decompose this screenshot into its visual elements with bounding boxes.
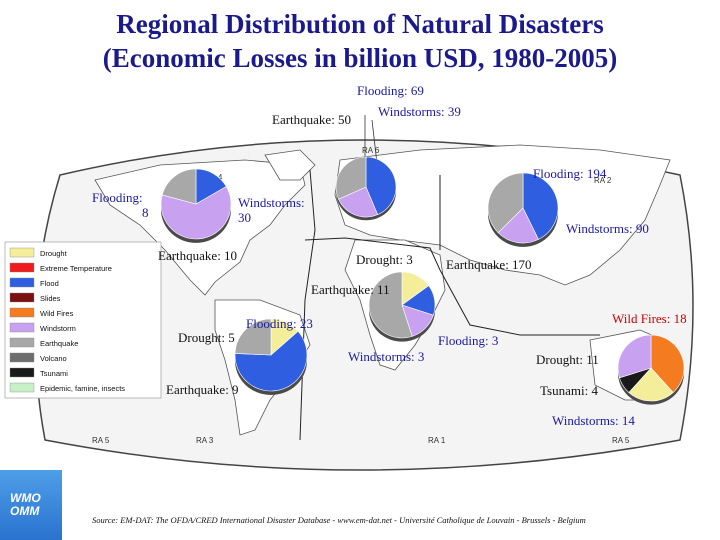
region-label-ra5-east: RA 5 — [612, 436, 630, 445]
region-label-ra2: RA 2 — [594, 176, 612, 185]
pie-slice-earthquake — [335, 156, 367, 200]
pie-slice-windstorm — [160, 186, 232, 240]
legend-label: Flood — [40, 279, 59, 288]
label-pacific-windstorms: Windstorms: 14 — [552, 413, 635, 428]
legend-swatch — [9, 322, 35, 333]
label-africa-drought: Drought: 3 — [356, 252, 413, 267]
source-note: Source: EM-DAT: The OFDA/CRED Internatio… — [92, 515, 586, 525]
label-sa-drought: Drought: 5 — [178, 330, 235, 345]
legend-swatch — [9, 292, 35, 303]
label-na-windstorms-1: Windstorms: — [238, 195, 305, 210]
legend-label: Slides — [40, 294, 61, 303]
label-europe-windstorms: Windstorms: 39 — [378, 104, 461, 119]
label-na-earthquake: Earthquake: 10 — [158, 248, 238, 263]
greenland-shape — [264, 149, 316, 181]
pie-slice-earthquake — [161, 168, 197, 205]
legend-label: Windstorm — [40, 324, 76, 333]
label-pacific-drought: Drought: 11 — [536, 352, 599, 367]
label-africa-windstorms: Windstorms: 3 — [348, 349, 425, 364]
label-africa-earthquake: Earthquake: 11 — [311, 282, 390, 297]
title-line-2: (Economic Losses in billion USD, 1980-20… — [102, 43, 618, 73]
legend-swatch — [9, 367, 35, 378]
legend-swatch — [9, 307, 35, 318]
legend-label: Volcano — [40, 354, 67, 363]
label-pacific-wildfires: Wild Fires: 18 — [612, 311, 687, 326]
pie-slice-earthquake — [234, 318, 272, 356]
legend-swatch — [9, 262, 35, 273]
pie-slice-wild-fires — [650, 334, 685, 393]
label-asia-earthquake: Earthquake: 170 — [446, 257, 532, 272]
legend-label: Drought — [40, 249, 68, 258]
region-label-ra3: RA 3 — [196, 436, 214, 445]
legend: Drought Extreme Temperature Flood Slides Wil… — [4, 241, 162, 399]
legend-label: Earthquake — [40, 339, 78, 348]
pie-slice-flood — [234, 330, 308, 392]
label-africa-flooding: Flooding: 3 — [438, 333, 499, 348]
legend-label: Tsunami — [40, 369, 68, 378]
legend-label: Epidemic, famine, insects — [40, 384, 125, 393]
pie-slice-flood — [522, 172, 559, 240]
region-label-ra6: RA 6 — [362, 146, 380, 155]
region-label-ra5-west: RA 5 — [92, 436, 110, 445]
pie-slice-flood — [365, 156, 397, 216]
title-line-1: Regional Distribution of Natural Disaste… — [116, 9, 604, 39]
label-na-windstorms-2: 30 — [238, 210, 251, 225]
pie-slice-drought — [628, 367, 674, 402]
legend-swatch — [9, 337, 35, 348]
region-label-ra1: RA 1 — [428, 436, 446, 445]
legend-swatch — [9, 382, 35, 393]
logo-line-2: OMM — [10, 504, 40, 518]
logo-line-1: WMO — [10, 491, 41, 505]
wmo-logo: WMO OMM — [0, 470, 62, 540]
legend-swatch — [9, 352, 35, 363]
label-europe-earthquake: Earthquake: 50 — [272, 112, 352, 127]
label-europe-flooding: Flooding: 69 — [357, 83, 424, 98]
pie-slice-windstorm — [497, 207, 539, 244]
pie-slice-earthquake — [368, 271, 413, 339]
label-pacific-tsunami: Tsunami: 4 — [540, 383, 598, 398]
legend-label: Extreme Temperature — [40, 264, 112, 273]
legend-label: Wild Fires — [40, 309, 74, 318]
label-sa-flooding: Flooding: 23 — [246, 316, 313, 331]
label-na-flooding-1: Flooding: — [92, 190, 143, 205]
label-asia-flooding: Flooding: 194 — [533, 166, 607, 181]
label-asia-windstorms: Windstorms: 90 — [566, 221, 649, 236]
legend-swatch — [9, 247, 35, 258]
pie-slice-windstorm — [338, 186, 379, 218]
label-sa-earthquake: Earthquake: 9 — [166, 382, 239, 397]
label-na-flooding-2: 8 — [142, 205, 149, 220]
legend-swatch — [9, 277, 35, 288]
pie-slice-windstorm — [617, 334, 652, 379]
pie-slice-earthquake — [487, 172, 524, 234]
